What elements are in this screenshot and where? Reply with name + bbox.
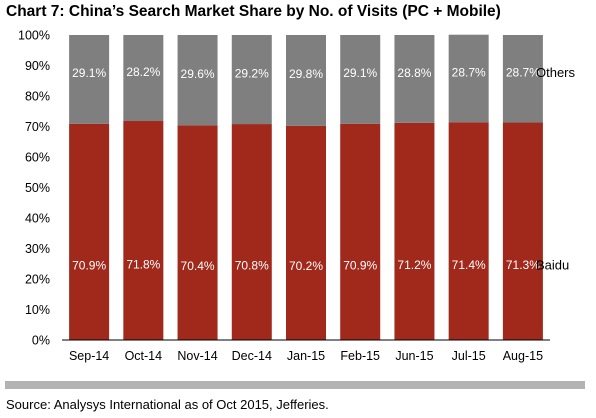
stacked-bar-chart: 0% 10% 20% 30% 40% 50% 60% 70% 80% 90% 100% 70.9% 2…: [18, 29, 576, 364]
data-label: 71.3%: [506, 258, 540, 272]
bar-others-aug-15: [502, 35, 543, 123]
data-label: 70.4%: [181, 259, 215, 273]
data-label: 71.4%: [452, 258, 486, 272]
y-tick-label: 90%: [25, 59, 50, 73]
y-tick-label: 0%: [32, 334, 50, 348]
bar-others-jun-15: [394, 35, 435, 123]
data-label: 70.2%: [289, 259, 323, 273]
bar-others-dec-14: [231, 35, 272, 125]
bar-others-nov-14: [177, 35, 218, 126]
data-label: 28.7%: [452, 65, 486, 79]
y-tick-label: 50%: [25, 181, 50, 195]
bar-baidu-sep-14: [69, 123, 110, 340]
data-label: 29.1%: [343, 66, 377, 80]
bar-baidu-oct-14: [123, 121, 164, 340]
bottom-divider: [5, 381, 585, 389]
y-tick-label: 60%: [25, 151, 50, 165]
x-tick-label: Jul-15: [452, 349, 486, 363]
y-tick-label: 10%: [25, 303, 50, 317]
bar-baidu-jan-15: [286, 125, 326, 340]
x-tick-label: Aug-15: [503, 349, 543, 363]
data-label: 70.9%: [343, 258, 377, 272]
x-tick-label: Nov-14: [177, 349, 217, 363]
series-label-others: Others: [536, 65, 576, 80]
bar-others-oct-14: [123, 35, 164, 122]
data-label: 29.6%: [181, 67, 215, 81]
data-label: 28.7%: [506, 66, 540, 80]
data-label: 70.8%: [235, 259, 269, 273]
x-tick-label: Sep-14: [69, 349, 109, 363]
data-label: 71.8%: [126, 257, 160, 271]
source-note: Source: Analysys International as of Oct…: [6, 397, 329, 412]
data-label: 28.8%: [397, 66, 431, 80]
bar-baidu-jun-15: [394, 122, 435, 340]
y-tick-label: 70%: [25, 120, 50, 134]
bar-others-feb-15: [340, 35, 381, 124]
y-tick-label: 30%: [25, 242, 50, 256]
x-tick-label: Jun-15: [395, 349, 433, 363]
chart-title: Chart 7: China’s Search Market Share by …: [6, 3, 501, 20]
bar-baidu-dec-14: [231, 124, 272, 340]
data-label: 29.1%: [72, 66, 106, 80]
x-tick-label: Dec-14: [232, 349, 272, 363]
series-labels: Baidu Others: [536, 65, 576, 272]
bars: 70.9% 29.1% 71.8% 28.2% 70.4% 29.6% 70.8% 29.2%…: [69, 34, 543, 340]
data-label: 70.9%: [72, 258, 106, 272]
x-tick-label: Feb-15: [340, 349, 380, 363]
y-tick-label: 40%: [25, 212, 50, 226]
bar-baidu-jul-15: [448, 122, 489, 340]
bar-others-jan-15: [286, 35, 326, 126]
y-tick-label: 20%: [25, 273, 50, 287]
x-tick-label: Jan-15: [287, 349, 325, 363]
bar-baidu-nov-14: [177, 125, 218, 340]
bar-baidu-aug-15: [502, 122, 543, 340]
data-label: 28.2%: [126, 65, 160, 79]
bar-others-jul-15: [448, 34, 489, 123]
y-axis: 0% 10% 20% 30% 40% 50% 60% 70% 80% 90% 100%: [18, 29, 50, 348]
bar-others-sep-14: [69, 35, 110, 124]
data-label: 71.2%: [397, 258, 431, 272]
x-axis: Sep-14 Oct-14 Nov-14 Dec-14 Jan-15 Feb-15 Jun-…: [62, 339, 550, 363]
data-label: 29.8%: [289, 67, 323, 81]
y-tick-label: 80%: [25, 90, 50, 104]
data-label: 29.2%: [235, 66, 269, 80]
x-tick-label: Oct-14: [125, 349, 163, 363]
bar-baidu-feb-15: [340, 123, 381, 340]
y-tick-label: 100%: [18, 29, 50, 43]
series-label-baidu: Baidu: [536, 257, 569, 272]
